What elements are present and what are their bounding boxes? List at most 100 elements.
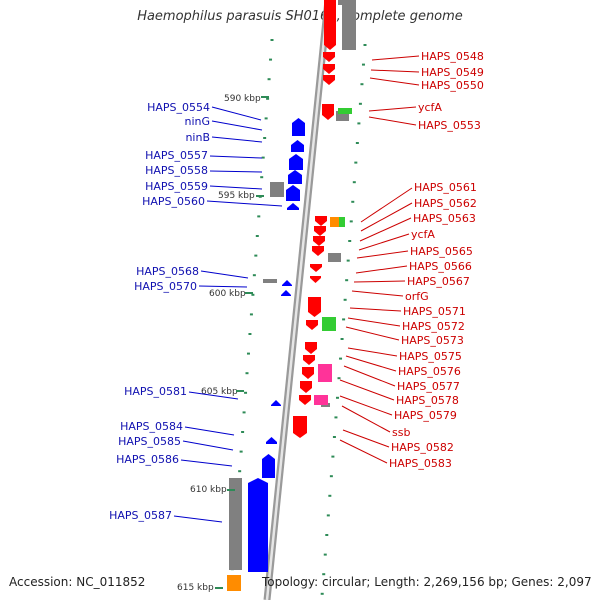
gene-label-right[interactable]: HAPS_0582 [391, 441, 454, 454]
gene-label-left[interactable]: HAPS_0581 [124, 385, 187, 398]
gene-label-right[interactable]: HAPS_0578 [396, 394, 459, 407]
gene-label-right[interactable]: ycfA [411, 228, 435, 241]
gene-label-left[interactable]: HAPS_0558 [145, 164, 208, 177]
tick-marks-right [320, 44, 367, 595]
gene-label-right[interactable]: HAPS_0550 [421, 79, 484, 92]
leader-line [173, 515, 223, 523]
gene-label-left[interactable]: HAPS_0557 [145, 149, 208, 162]
minus-strand-gene [322, 104, 334, 120]
minus-strand-gene [324, 0, 336, 50]
gene-label-left[interactable]: HAPS_0584 [120, 420, 183, 433]
minus-strand-gene [314, 226, 326, 236]
leader-line [369, 77, 420, 86]
gene-label-left[interactable]: HAPS_0586 [116, 453, 179, 466]
scale-label: 605 kbp [201, 387, 238, 397]
accession-text: Accession: NC_011852 [9, 575, 146, 589]
minus-strand-gene [306, 320, 318, 330]
gene-label-left[interactable]: HAPS_0554 [147, 101, 210, 114]
leader-line [206, 200, 283, 207]
minus-strand-gene [308, 297, 321, 317]
gene-label-left[interactable]: ninB [185, 131, 210, 144]
leader-line [368, 116, 417, 126]
minus-strand-gene [313, 236, 325, 246]
leader-line [351, 290, 404, 297]
gene-block [336, 111, 349, 121]
gene-label-right[interactable]: ssb [392, 426, 410, 439]
gene-block [263, 279, 277, 283]
minus-strand-gene [310, 264, 322, 272]
leader-line [343, 365, 396, 387]
plus-strand-gene [291, 140, 304, 152]
leader-line [368, 106, 417, 112]
plus-strand-gene [281, 290, 291, 296]
gene-block-orange [227, 575, 241, 591]
gene-label-right[interactable]: HAPS_0583 [389, 457, 452, 470]
gene-label-right[interactable]: HAPS_0577 [397, 380, 460, 393]
gene-label-right[interactable]: HAPS_0563 [413, 212, 476, 225]
gene-label-right[interactable]: HAPS_0566 [409, 260, 472, 273]
minus-strand-gene [323, 75, 335, 85]
gene-label-right[interactable]: HAPS_0571 [403, 305, 466, 318]
gene-label-right[interactable]: HAPS_0562 [414, 197, 477, 210]
gene-label-right[interactable]: HAPS_0567 [407, 275, 470, 288]
leader-line [198, 285, 248, 288]
gene-label-left[interactable]: HAPS_0587 [109, 509, 172, 522]
gene-block [270, 182, 284, 197]
gene-label-left[interactable]: HAPS_0585 [118, 435, 181, 448]
minus-strand-gene [293, 416, 307, 438]
scale-label: 595 kbp [218, 191, 255, 201]
plus-strand-gene [286, 185, 300, 201]
minus-strand-gene [312, 246, 324, 256]
minus-strand-gene [323, 64, 335, 74]
leader-line [200, 270, 249, 279]
gene-label-left[interactable]: HAPS_0559 [145, 180, 208, 193]
scale-label: 615 kbp [177, 583, 214, 593]
gene-label-left[interactable]: HAPS_0570 [134, 280, 197, 293]
plus-strand-gene [287, 203, 299, 210]
gene-label-left[interactable]: ninG [184, 115, 210, 128]
plus-strand-gene [262, 454, 275, 478]
leader-line [211, 120, 263, 131]
leader-line [209, 185, 263, 190]
leader-line [347, 317, 401, 327]
gene-label-right[interactable]: HAPS_0553 [418, 119, 481, 132]
scale-label: 610 kbp [190, 485, 227, 495]
gene-label-right[interactable]: orfG [405, 290, 429, 303]
gene-label-right[interactable]: HAPS_0565 [410, 245, 473, 258]
backbone-inner [265, 0, 330, 600]
gene-label-left[interactable]: HAPS_0568 [136, 265, 199, 278]
gene-label-right[interactable]: HAPS_0561 [414, 181, 477, 194]
gene-block [229, 478, 242, 570]
gene-label-right[interactable]: HAPS_0576 [398, 365, 461, 378]
leader-line [339, 379, 395, 401]
gene-label-right[interactable]: HAPS_0575 [399, 350, 462, 363]
minus-strand-gene [315, 216, 327, 226]
gene-label-right[interactable]: HAPS_0579 [394, 409, 457, 422]
scale-label: 600 kbp [209, 289, 246, 299]
plus-strand-gene [271, 400, 281, 406]
gene-label-right[interactable]: HAPS_0548 [421, 50, 484, 63]
leader-line [347, 347, 398, 357]
minus-strand-gene [310, 276, 321, 283]
minus-strand-gene [303, 355, 315, 365]
gene-label-left[interactable]: HAPS_0560 [142, 195, 205, 208]
leader-line [360, 187, 413, 223]
leader-line [342, 429, 390, 448]
gene-label-right[interactable]: HAPS_0572 [402, 320, 465, 333]
plus-strand-gene [282, 280, 292, 286]
gene-block-pink [314, 395, 328, 405]
gene-label-right[interactable]: HAPS_0549 [421, 66, 484, 79]
leader-line [211, 106, 262, 121]
gene-features [227, 0, 356, 591]
leader-line [353, 280, 406, 283]
leader-line [209, 155, 263, 159]
gene-block [328, 253, 341, 262]
leader-line [358, 233, 410, 251]
minus-strand-gene [323, 52, 335, 62]
leader-line [180, 459, 233, 467]
gene-label-right[interactable]: ycfA [418, 101, 442, 114]
leader-line [355, 265, 408, 274]
gene-label-right[interactable]: HAPS_0573 [401, 334, 464, 347]
leader-line [182, 440, 234, 451]
gene-block-orange [330, 217, 339, 227]
